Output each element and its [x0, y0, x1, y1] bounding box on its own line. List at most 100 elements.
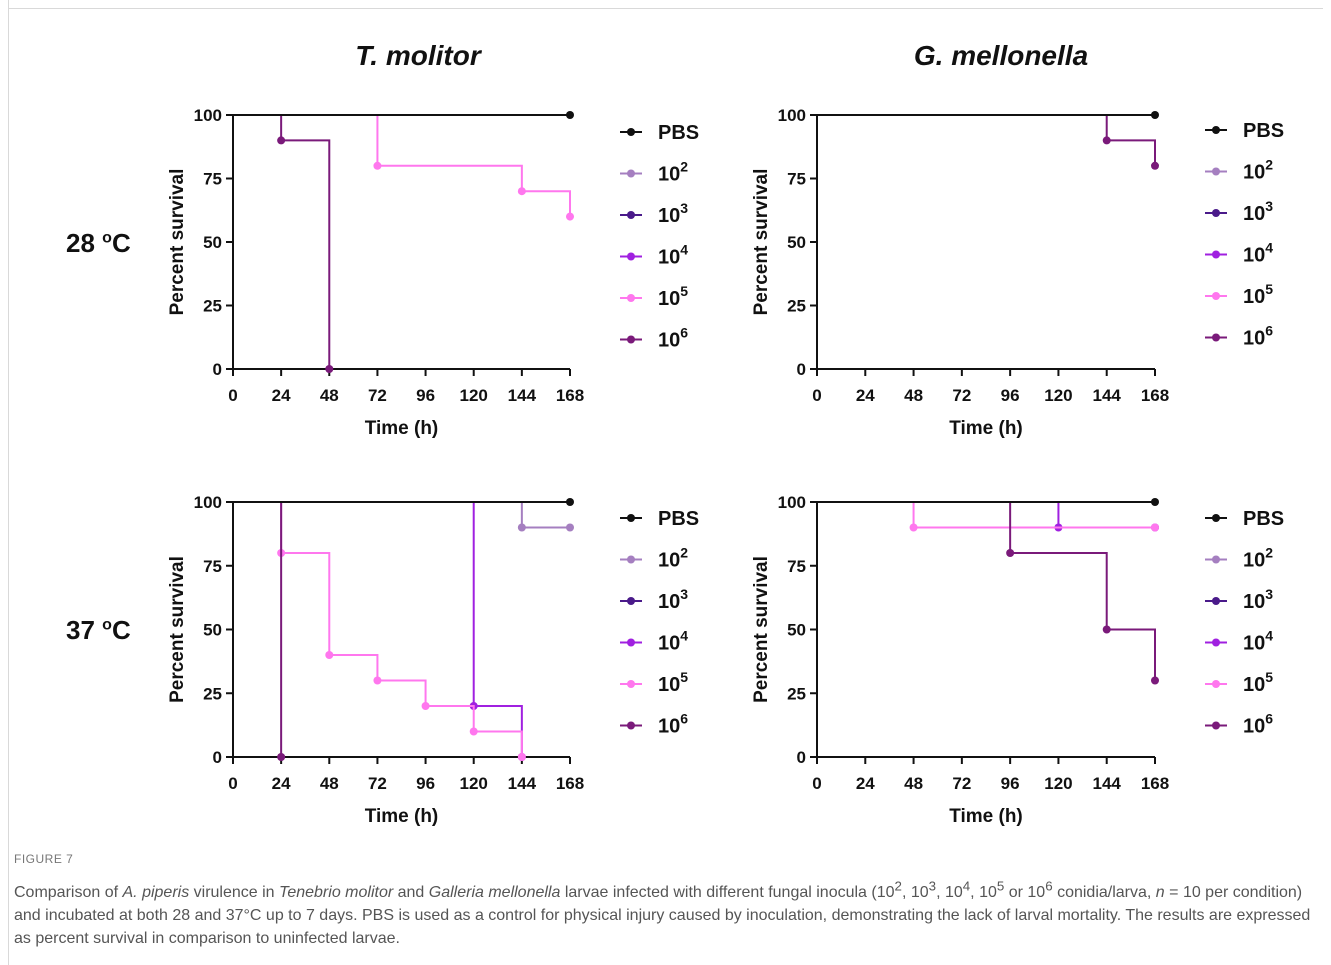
data-point-10-6: [277, 753, 286, 761]
data-point-10-5: [1151, 523, 1159, 532]
legend-label: PBS: [1243, 508, 1284, 530]
legend-label-base: PBS: [658, 508, 699, 530]
y-tick-label: 0: [213, 748, 222, 767]
legend-label-exponent: 2: [680, 545, 688, 561]
data-point-10-6: [1151, 161, 1159, 170]
data-point-PBS: [1151, 111, 1159, 119]
x-tick-label: 48: [320, 774, 339, 793]
y-tick-label: 75: [787, 170, 806, 189]
series-line-10-6: [233, 114, 331, 369]
figure-frame-top: [8, 8, 1323, 9]
data-point-10-2: [566, 523, 574, 532]
legend-label-exponent: 3: [1265, 198, 1273, 214]
data-point-10-5: [517, 753, 526, 761]
x-axis-label: Time (h): [365, 806, 439, 827]
x-tick-label: 96: [416, 386, 435, 405]
x-tick-label: 168: [556, 386, 584, 405]
data-point-10-6: [277, 136, 286, 145]
x-tick-label: 72: [368, 386, 387, 405]
legend-label: PBS: [658, 508, 699, 530]
y-axis-label: Percent survival: [751, 556, 772, 703]
series-line-10-5: [817, 501, 1155, 529]
data-point-10-6: [1006, 549, 1015, 557]
data-point-10-6: [325, 365, 334, 373]
legend-marker: [1212, 126, 1220, 134]
x-tick-label: 168: [1141, 386, 1169, 405]
caption-part: A. piperis: [122, 884, 190, 902]
legend-label-exponent: 2: [1265, 545, 1273, 561]
x-tick-label: 120: [460, 386, 488, 405]
legend-label-base: 10: [658, 247, 680, 269]
legend-marker: [1212, 555, 1220, 564]
legend-label: 105: [658, 669, 688, 696]
x-tick-label: 120: [1044, 386, 1072, 405]
x-tick-label: 168: [556, 774, 584, 793]
x-tick-label: 48: [904, 774, 923, 793]
data-point-10-5: [325, 651, 334, 659]
x-axis-label: Time (h): [365, 418, 439, 439]
x-tick-label: 72: [368, 774, 387, 793]
legend-label-base: 10: [658, 330, 680, 352]
legend-label-base: 10: [1243, 328, 1265, 350]
caption-part: Galleria mellonella: [428, 884, 561, 902]
y-tick-label: 25: [203, 684, 222, 703]
y-tick-label: 50: [203, 233, 222, 252]
legend-marker: [1212, 721, 1220, 730]
legend-marker: [627, 721, 635, 730]
data-point-10-5: [421, 702, 430, 710]
legend-label: PBS: [658, 122, 699, 144]
caption-text: Comparison of A. piperis virulence in Te…: [14, 879, 1310, 947]
caption-part: 5: [996, 879, 1005, 894]
legend-label-base: PBS: [658, 122, 699, 144]
x-tick-label: 144: [508, 774, 537, 793]
legend-label-base: 10: [1243, 550, 1265, 572]
legend-label-exponent: 4: [680, 628, 688, 644]
data-point-PBS: [566, 498, 574, 506]
legend-label-base: 10: [658, 205, 680, 227]
y-tick-label: 25: [787, 297, 806, 316]
caption-part: 3: [928, 879, 937, 894]
legend-label-base: 10: [1243, 162, 1265, 184]
y-tick-label: 75: [203, 170, 222, 189]
data-point-10-6: [1102, 625, 1111, 634]
legend-label: 102: [1243, 545, 1273, 572]
legend-label-exponent: 5: [680, 669, 688, 685]
y-tick-label: 25: [203, 297, 222, 316]
x-tick-label: 24: [272, 386, 291, 405]
legend-label: 104: [1243, 240, 1273, 267]
caption-part: 2: [894, 879, 902, 894]
x-tick-label: 0: [812, 774, 821, 793]
caption-part: or 10: [1004, 884, 1046, 902]
caption-part: 6: [1045, 879, 1053, 894]
legend-label-base: 10: [1243, 203, 1265, 225]
legend-label-base: 10: [1243, 716, 1265, 738]
caption-part: , 10: [936, 884, 963, 902]
y-tick-label: 25: [787, 684, 806, 703]
legend-marker: [1212, 514, 1220, 522]
x-tick-label: 144: [508, 386, 537, 405]
x-tick-label: 96: [1001, 386, 1020, 405]
legend-label-base: 10: [1243, 633, 1265, 655]
data-point-10-5: [909, 523, 918, 532]
y-tick-label: 100: [778, 106, 806, 125]
x-tick-label: 48: [320, 386, 339, 405]
series-line-10-6: [233, 501, 283, 757]
legend-label: 106: [658, 711, 688, 738]
y-tick-label: 100: [778, 493, 806, 512]
x-tick-label: 24: [856, 386, 875, 405]
x-axis-label: Time (h): [949, 806, 1023, 827]
x-tick-label: 72: [952, 774, 971, 793]
x-tick-label: 24: [856, 774, 875, 793]
y-tick-label: 50: [787, 621, 806, 640]
legend-marker: [1212, 680, 1220, 688]
y-tick-label: 75: [787, 557, 806, 576]
legend-label-exponent: 3: [680, 200, 688, 216]
y-tick-label: 0: [213, 360, 222, 379]
data-point-PBS: [1151, 498, 1159, 506]
x-tick-label: 24: [272, 774, 291, 793]
caption-part: and: [393, 884, 429, 902]
legend-label-exponent: 2: [680, 159, 688, 175]
legend-label-exponent: 3: [1265, 586, 1273, 602]
caption-part: , 10: [970, 884, 997, 902]
